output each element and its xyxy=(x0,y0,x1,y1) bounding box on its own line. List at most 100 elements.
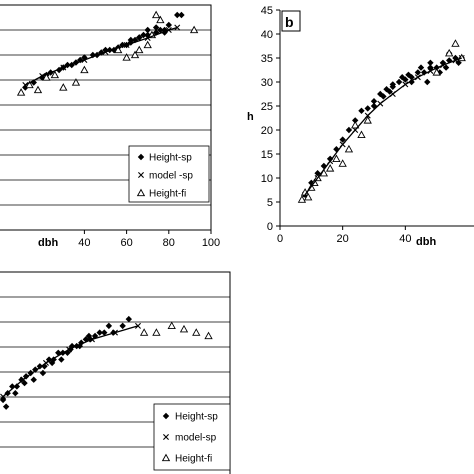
panel-c-points xyxy=(0,315,213,410)
panel-b-point-height-fi xyxy=(451,39,460,47)
panel-b-x-tick-label: 40 xyxy=(399,233,411,245)
panel-b-point-height-fi xyxy=(325,164,335,172)
panel-b-points xyxy=(297,39,466,203)
panel-a-points xyxy=(16,10,199,96)
panel-c-point-height-sp xyxy=(12,390,19,397)
panel-a-point-height-fi xyxy=(42,73,51,81)
panel-a-plot-frame xyxy=(0,4,212,231)
panel-a-legend-label: Height-sp xyxy=(149,153,192,164)
panel-b-ticks: 0 5 10 15 20 25 30 35 40 45 0 20 40 xyxy=(261,5,412,245)
panel-a-point-height-fi xyxy=(135,45,144,54)
panel-b-point-height-sp xyxy=(386,88,393,95)
panel-b-x-tick-label: 20 xyxy=(337,233,349,245)
panel-c-legend-marker xyxy=(162,412,170,420)
panel-c-point-height-sp xyxy=(119,322,126,330)
panel-a-point-height-fi xyxy=(113,45,123,54)
panel-a-legend-label: model -sp xyxy=(149,171,193,182)
panel-b-y-tick-label: 25 xyxy=(261,101,273,113)
panel-b-point-height-sp xyxy=(326,155,334,162)
panel-c-legend-marker xyxy=(163,434,169,440)
panel-a-legend-marker xyxy=(138,172,144,178)
panel-b-x-axis-label: dbh xyxy=(416,236,436,248)
panel-a-point-height-sp xyxy=(89,51,97,59)
panel-a: 40 60 80 100 dbh Height-sp model -sp Height-f… xyxy=(0,4,220,249)
panel-b-axes xyxy=(279,10,474,227)
panel-b-label: b xyxy=(285,14,294,30)
panel-b-y-tick-label: 5 xyxy=(267,197,273,209)
panel-a-ticks: 40 60 80 100 xyxy=(78,230,220,249)
panel-b-point-height-sp xyxy=(364,105,371,112)
panel-c-point-height-sp xyxy=(125,315,132,323)
panel-b: 0 5 10 15 20 25 30 35 40 45 0 20 40 b dbh h xyxy=(247,5,474,248)
panel-a-legend-marker xyxy=(137,153,145,161)
panel-a-point-height-sp xyxy=(127,36,135,44)
panel-b-point-height-fi xyxy=(304,192,313,201)
panel-c-point-height-sp xyxy=(55,349,62,356)
panel-a-point-height-sp xyxy=(152,24,160,31)
panel-b-point-height-sp xyxy=(427,59,434,66)
panel-c-point-height-sp xyxy=(32,366,39,373)
panel-a-x-tick-label: 80 xyxy=(163,237,175,249)
panel-b-point-height-sp xyxy=(352,117,359,124)
panel-a-point-height-sp xyxy=(144,26,151,34)
panel-c-point-height-fi xyxy=(152,328,161,336)
panel-a-point-height-fi xyxy=(16,88,26,96)
panel-c-point-height-sp xyxy=(58,356,65,363)
panel-a-point-height-fi xyxy=(122,53,131,61)
panel-a-model-curve xyxy=(25,26,178,86)
panel-c-point-height-sp xyxy=(13,383,21,390)
panel-a-point-height-sp xyxy=(174,11,181,19)
panel-b-point-height-fi xyxy=(351,120,360,129)
panel-c-point-height-sp xyxy=(27,369,34,377)
panel-a-point-height-sp xyxy=(178,11,185,19)
panel-b-point-height-fi xyxy=(432,68,441,76)
panel-b-point-height-fi xyxy=(338,159,347,167)
panel-a-x-tick-label: 100 xyxy=(202,237,220,249)
panel-b-point-height-sp xyxy=(405,71,412,78)
panel-a-x-tick-label: 40 xyxy=(78,237,90,249)
panel-c-point-height-sp xyxy=(48,359,56,367)
panel-b-y-tick-label: 30 xyxy=(261,77,273,89)
panel-a-point-height-fi xyxy=(59,83,68,91)
panel-a-point-height-fi xyxy=(33,85,43,94)
panel-a-x-tick-label: 60 xyxy=(120,237,132,249)
panel-b-y-tick-label: 10 xyxy=(261,173,273,185)
panel-b-point-height-fi xyxy=(445,48,454,57)
panel-b-point-height-sp xyxy=(339,136,346,143)
panel-a-point-height-fi xyxy=(143,40,152,49)
panel-a-point-height-fi xyxy=(189,25,199,34)
panel-a-legend-label: Height-fi xyxy=(149,189,186,200)
panel-c-point-height-sp xyxy=(96,329,103,336)
panel-a-point-height-fi xyxy=(151,10,161,19)
panel-c-point-height-fi xyxy=(167,321,176,330)
panel-c-point-height-sp xyxy=(105,322,113,330)
panel-a-point-height-fi xyxy=(71,78,81,86)
panel-b-point-height-fi xyxy=(357,130,366,138)
panel-a-legend-marker xyxy=(136,188,146,197)
panel-c-point-height-sp xyxy=(39,369,47,377)
panel-b-point-height-sp xyxy=(380,93,387,100)
panel-b-point-height-sp xyxy=(345,126,353,134)
panel-b-y-axis-label: h xyxy=(247,111,254,123)
panel-c-plot-frame xyxy=(0,271,231,474)
panel-b-point-height-fi xyxy=(297,195,307,203)
panel-a-legend: Height-sp model -sp Height-fi xyxy=(128,145,210,203)
panel-c-point-height-sp xyxy=(0,396,7,404)
panel-b-model-curve xyxy=(304,57,462,196)
panel-b-point-height-fi xyxy=(332,154,341,162)
panel-b-point-height-fi xyxy=(363,116,372,124)
panel-b-point-height-sp xyxy=(320,162,328,170)
panel-a-point-height-sp xyxy=(136,34,143,41)
panel-c-point-height-fi xyxy=(192,328,201,336)
panel-b-y-tick-label: 35 xyxy=(261,53,273,65)
panel-b-point-height-fi xyxy=(344,144,354,153)
panel-b-label-box xyxy=(281,10,301,32)
panel-c-point-height-sp xyxy=(2,403,10,410)
panel-b-y-tick-label: 20 xyxy=(261,125,273,137)
panel-c-point-height-sp xyxy=(30,376,37,383)
panel-c-point-height-fi xyxy=(179,324,189,333)
panel-b-point-height-sp xyxy=(358,107,365,114)
panel-b-point-height-sp xyxy=(417,64,425,71)
panel-b-y-tick-label: 45 xyxy=(261,5,273,17)
